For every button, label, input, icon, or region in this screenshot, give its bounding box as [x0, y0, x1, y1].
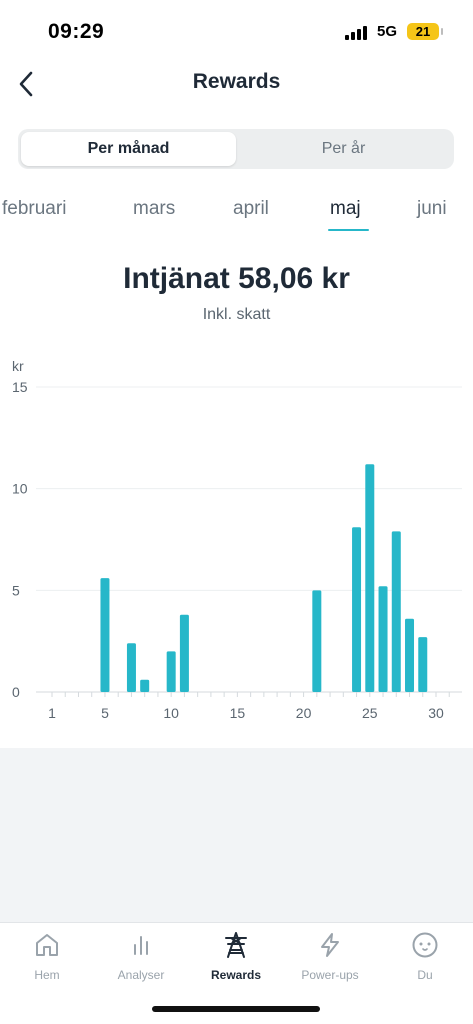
tab-label: Rewards — [210, 968, 262, 982]
bar-chart-icon — [134, 936, 148, 955]
bar-day-25 — [365, 464, 375, 692]
bar-day-11 — [179, 614, 189, 692]
bar-day-29 — [418, 637, 428, 692]
period-segmented-control: Per månad Per år — [18, 129, 454, 169]
y-tick-label: 5 — [12, 582, 20, 598]
tab-hem[interactable]: Hem — [0, 931, 94, 982]
segment-per-year[interactable]: Per år — [321, 140, 366, 157]
header: Rewards — [0, 62, 473, 106]
bar-day-28 — [405, 618, 415, 692]
tab-label: Hem — [34, 968, 60, 982]
home-icon — [36, 934, 58, 956]
back-button[interactable] — [6, 64, 46, 104]
selected-month-indicator — [328, 229, 369, 231]
bar-day-7 — [126, 643, 136, 692]
x-tick-label: 30 — [428, 705, 444, 721]
tab-label: Analyser — [117, 968, 165, 982]
page-title: Rewards — [192, 70, 281, 93]
bar-day-24 — [352, 527, 362, 692]
status-time: 09:29 — [48, 20, 105, 43]
tab-label: Du — [417, 968, 433, 982]
content-background — [0, 748, 473, 922]
network-type: 5G — [377, 23, 398, 40]
face-icon — [412, 932, 438, 958]
tab-month-juni[interactable]: juni — [417, 198, 447, 219]
bar-day-10 — [166, 651, 176, 692]
month-tabs: februari mars april maj juni — [0, 194, 473, 236]
earned-subtitle: Inkl. skatt — [202, 306, 271, 323]
x-tick-label: 1 — [48, 705, 56, 721]
bar-day-21 — [312, 590, 322, 692]
chevron-left-icon — [19, 71, 33, 97]
tab-rewards[interactable]: Rewards — [189, 931, 283, 982]
tab-month-april[interactable]: april — [233, 198, 269, 219]
earned-total: Intjänat 58,06 kr — [123, 262, 350, 295]
x-tick-label: 15 — [230, 705, 246, 721]
x-tick-label: 20 — [296, 705, 312, 721]
y-axis-unit-label: kr — [12, 358, 24, 374]
bar-day-27 — [391, 531, 401, 692]
lightning-icon — [321, 933, 339, 957]
segment-per-month[interactable]: Per månad — [21, 132, 236, 166]
tab-label: Power-ups — [301, 968, 359, 982]
tab-month-februari[interactable]: februari — [2, 198, 67, 219]
bar-day-5 — [100, 578, 110, 692]
bar-day-26 — [378, 586, 388, 692]
y-tick-label: 10 — [12, 481, 28, 497]
status-bar: 09:29 5G 21 — [0, 0, 473, 62]
x-tick-label: 10 — [163, 705, 179, 721]
battery-icon: 21 — [407, 23, 443, 40]
tab-power-ups[interactable]: Power-ups — [283, 931, 377, 982]
tab-analyser[interactable]: Analyser — [94, 931, 188, 982]
bar-day-8 — [140, 679, 150, 692]
home-indicator — [152, 1006, 320, 1012]
signal-icon — [345, 26, 367, 40]
tab-month-mars[interactable]: mars — [133, 198, 176, 219]
x-tick-label: 5 — [101, 705, 109, 721]
tab-month-maj[interactable]: maj — [330, 198, 361, 219]
y-tick-label: 0 — [12, 684, 20, 700]
power-tower-icon — [225, 932, 247, 958]
y-tick-label: 15 — [12, 379, 28, 395]
tab-du[interactable]: Du — [378, 931, 472, 982]
x-tick-label: 25 — [362, 705, 378, 721]
